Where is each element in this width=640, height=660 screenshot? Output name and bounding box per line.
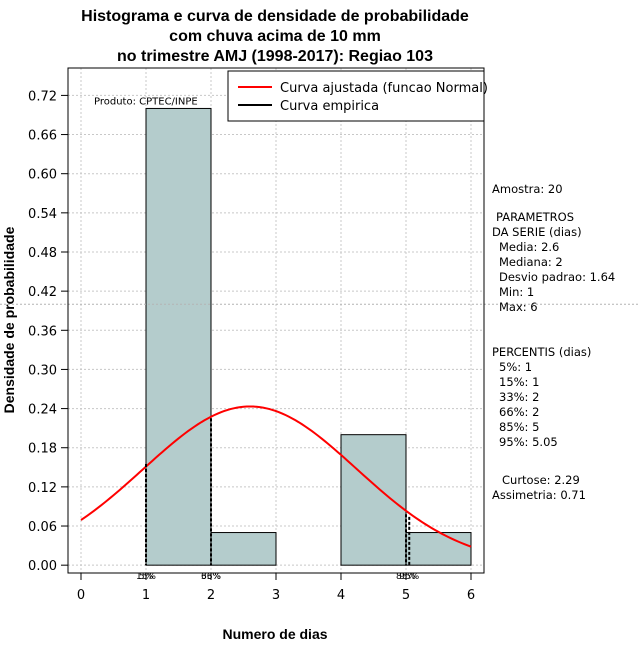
histogram-bars	[145, 107, 472, 566]
chart-title: Histograma e curva de densidade de proba…	[81, 8, 469, 65]
product-label: Produto: CPTEC/INPE	[94, 96, 198, 107]
stat-assimetria: Assimetria: 0.71	[492, 488, 586, 502]
histogram-bar-1	[210, 532, 277, 566]
stat-p15: 15%: 1	[499, 375, 540, 389]
y-tick-label-12: 0.72	[28, 89, 57, 104]
params-header-2: DA SERIE (dias)	[492, 225, 582, 239]
x-axis-label: Numero de dias	[222, 626, 327, 642]
x-tick-label-5: 5	[402, 588, 410, 603]
stat-max: Max: 6	[499, 300, 538, 314]
y-tick-label-10: 0.60	[28, 168, 57, 183]
histogram-bar-4	[405, 532, 472, 566]
title-line-3: no trimestre AMJ (1998-2017): Regiao 103	[117, 48, 433, 65]
y-tick-label-0: 0.00	[28, 559, 57, 574]
title-line-1: Histograma e curva de densidade de proba…	[81, 8, 469, 25]
y-tick-label-6: 0.36	[28, 324, 57, 339]
x-tick-label-6: 6	[467, 588, 475, 603]
y-tick-label-8: 0.48	[28, 246, 57, 261]
x-tick-label-4: 4	[337, 588, 345, 603]
stat-desvio: Desvio padrao: 1.64	[499, 270, 616, 284]
legend-box	[227, 70, 485, 122]
y-tick-label-4: 0.24	[28, 403, 57, 418]
stat-media: Media: 2.6	[499, 240, 560, 254]
percentile-markers: 5%15% 33%66% 85%95%	[136, 572, 420, 582]
x-tick-label-2: 2	[207, 588, 215, 603]
y-tick-label-2: 0.12	[28, 481, 57, 496]
stat-p66: 66%: 2	[499, 405, 540, 419]
legend-label-0: Curva ajustada (funcao Normal)	[280, 81, 488, 96]
stat-min: Min: 1	[499, 285, 535, 299]
empirical-curve-group	[145, 418, 411, 566]
percentis-header: PERCENTIS (dias)	[492, 345, 592, 359]
stat-p33: 33%: 2	[499, 390, 540, 404]
legend: Curva ajustada (funcao Normal) Curva empi…	[227, 70, 488, 122]
y-tick-label-5: 0.30	[28, 363, 57, 378]
grid-lines	[68, 68, 484, 573]
y-tick-label-3: 0.18	[28, 442, 57, 457]
stat-amostra: Amostra: 20	[492, 182, 563, 196]
stats-panel: Amostra: 20 PARAMETROS DA SERIE (dias) M…	[492, 182, 638, 503]
stat-p85: 85%: 5	[499, 420, 540, 434]
percentile-label-5: 95%	[399, 572, 419, 582]
legend-label-1: Curva empirica	[280, 99, 379, 114]
stat-mediana: Mediana: 2	[499, 255, 563, 269]
y-tick-label-7: 0.42	[28, 285, 57, 300]
axes	[61, 67, 485, 580]
stat-curtose: Curtose: 2.29	[502, 473, 580, 487]
y-tick-label-1: 0.06	[28, 520, 57, 535]
params-header-1: PARAMETROS	[496, 210, 575, 224]
y-tick-label-11: 0.66	[28, 129, 57, 144]
stat-p5: 5%: 1	[499, 360, 533, 374]
histogram-bar-3	[340, 434, 407, 566]
y-axis-label: Densidade de probabilidade	[1, 226, 17, 413]
y-tick-label-9: 0.54	[28, 207, 57, 222]
x-tick-label-1: 1	[142, 588, 150, 603]
x-tick-label-0: 0	[77, 588, 85, 603]
stat-p95: 95%: 5.05	[499, 435, 558, 449]
title-line-2: com chuva acima de 10 mm	[169, 28, 381, 45]
histogram-bar-0	[145, 107, 212, 566]
x-tick-label-3: 3	[272, 588, 280, 603]
tick-labels: 0 1 2 3 4 5 6 0.00 0.06 0.12 0.18 0.24 0.30 0.36 0.42 0…	[28, 89, 475, 603]
